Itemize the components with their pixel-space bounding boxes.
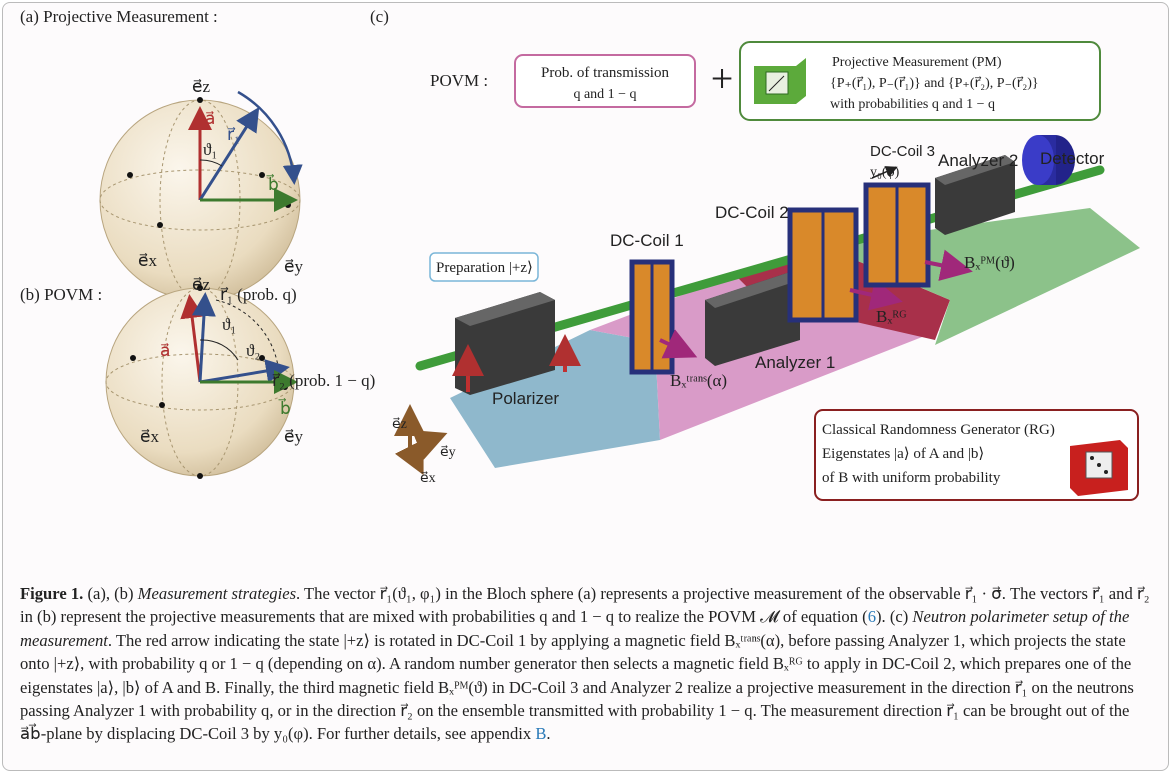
box-text: q and 1 − q (573, 87, 636, 102)
axis-label: e⃗y (284, 257, 303, 276)
caption-heading: Measurement strategies (137, 584, 297, 603)
box-text: of B with uniform probability (822, 470, 1001, 486)
analyzer-1 (705, 272, 800, 366)
pm-box (739, 41, 1101, 121)
axis-label: e⃗z (392, 417, 407, 432)
angle-label: ϑ₂ (246, 341, 260, 360)
polarizer (452, 292, 581, 395)
povm-label: POVM : (430, 71, 488, 90)
appendix-link[interactable]: B (535, 724, 547, 744)
pm-icon (754, 58, 806, 104)
dc-coil-2 (787, 207, 903, 323)
bloch-sphere-a (99, 90, 303, 303)
transmission-box (514, 54, 696, 108)
axis-label: e⃗y (440, 445, 456, 460)
component-label: DC-Coil 1 (610, 231, 684, 250)
field-label: Bₓᴾᴹ(ϑ) (964, 253, 1015, 272)
caption-text: (a), (b) (83, 584, 138, 603)
box-text: Classical Randomness Generator (RG) (822, 422, 1055, 438)
rg-box (814, 409, 1139, 501)
field-label: Bₓᴿᴳ (876, 307, 907, 326)
shift-label: y₀(φ) (870, 165, 900, 180)
component-label: Detector (1040, 149, 1105, 168)
box-text: Preparation |+z⟩ (436, 260, 533, 276)
component-label: Analyzer 1 (755, 353, 835, 372)
caption-heading: Neutron polarimeter setup of the measure… (20, 607, 1130, 650)
component-label: Analyzer 2 (938, 151, 1018, 170)
angle-label: ϑ₁ (203, 140, 217, 159)
analyzer-2 (935, 155, 1015, 235)
figure-caption: Figure 1. (a), (b) Measurement strategie… (20, 582, 1150, 746)
dc-coil-1 (629, 259, 698, 375)
panel-title: (a) Projective Measurement : (20, 7, 218, 26)
box-text: {P₊(r⃗₁), P₋(r⃗₁)} and {P₊(r⃗₂), P₋(r⃗₂)… (830, 76, 1039, 91)
axis-label: e⃗z (192, 77, 210, 96)
axis-label: e⃗x (138, 251, 157, 270)
vector-label: r⃗₁ (prob. q) (220, 285, 297, 304)
box-text: Eigenstates |a⟩ of A and |b⟩ (822, 446, 984, 462)
figure: (a) Projective Measurement : e⃗z a⃗ r⃗₁ … (20, 7, 1140, 501)
vector-label: b⃗ (267, 174, 279, 194)
plus-sign: + (711, 56, 734, 101)
vector-label: a⃗ (205, 109, 215, 128)
panel-title: (c) (370, 7, 389, 26)
bloch-sphere-b (105, 285, 298, 479)
vector-label: r⃗₂ (prob. 1 − q) (272, 371, 375, 390)
component-label: DC-Coil 3 (870, 143, 935, 160)
preparation-box (429, 252, 539, 282)
caption-text: . The vector r⃗₁(ϑ₁, φ₁) in the Bloch sp… (20, 584, 1150, 627)
dc-coil-3 (863, 166, 973, 288)
detector (1022, 135, 1075, 185)
box-text: Prob. of transmission (541, 65, 669, 81)
caption-text: . (546, 724, 551, 744)
vector-label: b⃗ (279, 398, 291, 418)
caption-text: . The red arrow indicating the state |+z… (20, 630, 1134, 744)
caption-label: Figure 1. (20, 584, 84, 603)
axis-label: e⃗y (284, 427, 303, 446)
caption-text: ). (c) (876, 607, 913, 627)
component-label: Polarizer (492, 389, 559, 408)
equation-link[interactable]: 6 (867, 607, 876, 627)
box-text: Projective Measurement (PM) (832, 55, 1002, 70)
vector-label: r⃗₁ (227, 125, 240, 144)
axis-label: e⃗x (140, 427, 159, 446)
panel-title: (b) POVM : (20, 285, 102, 304)
component-label: DC-Coil 2 (715, 203, 789, 222)
axes-triad (394, 404, 448, 476)
field-label: Bₓᵗʳᵃⁿˢ(α) (670, 371, 727, 390)
vector-label: a⃗ (160, 341, 170, 360)
axis-label: e⃗z (192, 275, 210, 294)
angle-label: ϑ₁ (222, 315, 236, 334)
box-text: with probabilities q and 1 − q (830, 97, 995, 112)
rg-icon (1070, 440, 1128, 496)
axis-label: e⃗x (420, 471, 436, 486)
